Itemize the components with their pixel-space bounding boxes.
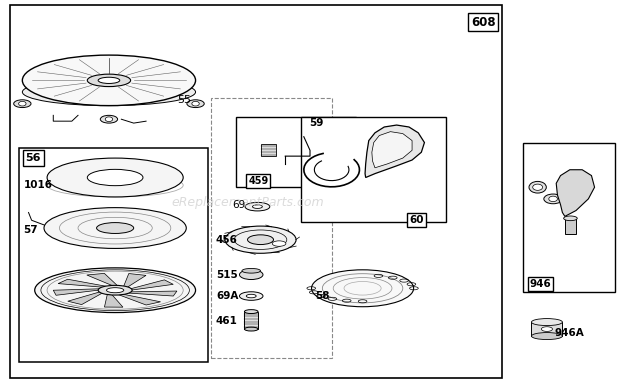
Ellipse shape — [531, 333, 562, 340]
Ellipse shape — [564, 216, 577, 221]
Ellipse shape — [246, 294, 256, 298]
Circle shape — [192, 101, 199, 106]
Ellipse shape — [22, 55, 195, 106]
Ellipse shape — [272, 241, 286, 246]
Polygon shape — [372, 132, 412, 168]
Polygon shape — [58, 279, 107, 287]
Ellipse shape — [44, 207, 186, 248]
Text: 58: 58 — [315, 291, 329, 301]
Bar — [301, 117, 446, 222]
Text: 515: 515 — [216, 269, 237, 280]
Ellipse shape — [247, 235, 273, 245]
Circle shape — [533, 184, 542, 190]
Text: 946: 946 — [529, 279, 551, 289]
Bar — [523, 142, 615, 292]
Text: eReplacementParts.com: eReplacementParts.com — [172, 196, 324, 209]
Text: 56: 56 — [25, 153, 41, 163]
Text: 59: 59 — [309, 118, 323, 128]
Text: 69: 69 — [232, 200, 246, 210]
Polygon shape — [104, 294, 123, 307]
Text: 456: 456 — [216, 235, 238, 245]
Ellipse shape — [97, 223, 134, 234]
Ellipse shape — [225, 226, 296, 253]
Circle shape — [549, 196, 557, 202]
Ellipse shape — [14, 100, 31, 108]
Ellipse shape — [22, 78, 195, 106]
Ellipse shape — [239, 270, 263, 280]
Polygon shape — [53, 289, 100, 295]
Ellipse shape — [87, 169, 143, 186]
Ellipse shape — [87, 74, 131, 87]
Bar — [211, 98, 332, 358]
Polygon shape — [87, 273, 118, 286]
Text: 1016: 1016 — [24, 180, 53, 190]
Bar — [244, 312, 258, 329]
Ellipse shape — [100, 115, 118, 123]
Ellipse shape — [244, 310, 258, 314]
Polygon shape — [130, 280, 173, 290]
Polygon shape — [118, 294, 161, 305]
Bar — [531, 322, 562, 336]
Circle shape — [19, 101, 26, 106]
Bar — [260, 144, 276, 156]
Ellipse shape — [252, 205, 262, 208]
Ellipse shape — [187, 100, 204, 108]
Ellipse shape — [239, 292, 263, 300]
Text: 946A: 946A — [554, 328, 584, 338]
Bar — [10, 5, 502, 378]
Bar — [19, 148, 208, 362]
Text: 55: 55 — [177, 95, 191, 105]
Text: 459: 459 — [248, 176, 268, 186]
Polygon shape — [127, 291, 177, 296]
Ellipse shape — [242, 268, 260, 273]
Ellipse shape — [529, 181, 546, 193]
Ellipse shape — [541, 327, 552, 332]
Text: 461: 461 — [216, 316, 238, 326]
Ellipse shape — [245, 202, 270, 211]
Polygon shape — [68, 292, 103, 305]
Ellipse shape — [98, 77, 120, 83]
Ellipse shape — [47, 158, 183, 197]
Polygon shape — [123, 273, 146, 287]
Polygon shape — [365, 125, 425, 177]
Ellipse shape — [35, 268, 195, 312]
Bar — [565, 218, 576, 234]
Ellipse shape — [98, 285, 132, 295]
Ellipse shape — [531, 319, 562, 326]
Ellipse shape — [544, 194, 562, 204]
Text: 60: 60 — [409, 215, 423, 225]
Ellipse shape — [107, 288, 124, 293]
Ellipse shape — [244, 327, 258, 331]
Text: 69A: 69A — [216, 291, 238, 301]
Circle shape — [105, 117, 113, 122]
Text: 608: 608 — [471, 16, 495, 28]
Bar — [236, 117, 356, 187]
Text: 57: 57 — [24, 225, 38, 235]
Ellipse shape — [311, 270, 414, 307]
Polygon shape — [556, 170, 595, 216]
